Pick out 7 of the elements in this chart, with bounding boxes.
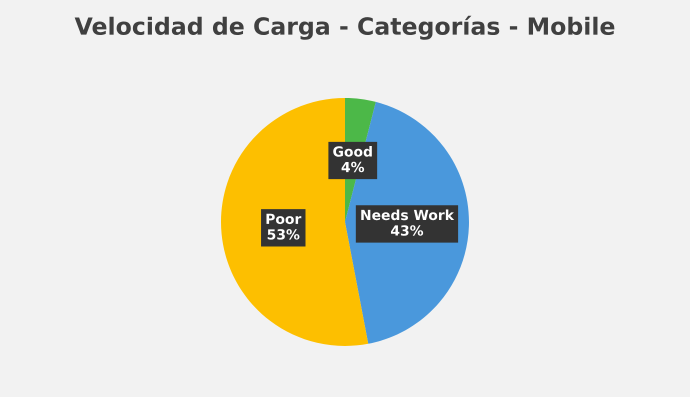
slice-label: Poor [266,214,302,224]
slice-label: Good [333,146,372,157]
slice-label: Needs Work [361,209,454,220]
data-label: 53% [268,229,300,240]
data-label: 4% [342,162,364,172]
chart-title: Velocidad de Carga - Categorías - Mobile [74,16,614,40]
data-label: 43% [390,225,424,236]
